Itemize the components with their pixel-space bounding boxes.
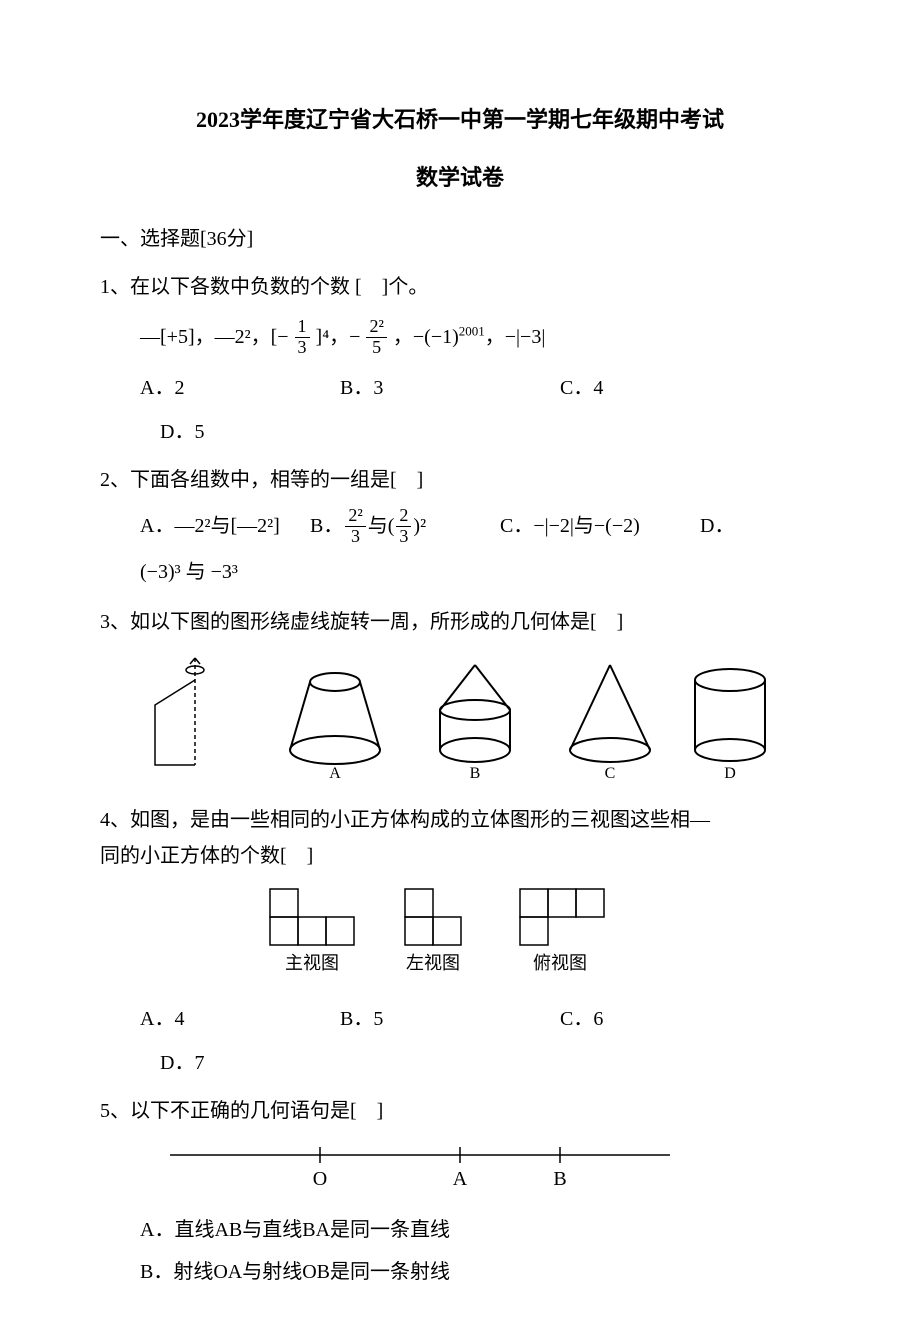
question-1: 1、在以下各数中负数的个数 [ ]个。 —[+5]，—2²，[− 13 ]⁴，−… xyxy=(100,269,820,450)
section-1-heading: 一、选择题[36分] xyxy=(100,221,820,257)
svg-text:B: B xyxy=(470,765,481,780)
svg-text:A: A xyxy=(329,765,341,780)
q3-figure: A B C D xyxy=(100,650,820,792)
q1-opt-b: B．3 xyxy=(340,370,560,406)
q1-opt-a: A．2 xyxy=(140,370,340,406)
q2-opt-c: C．−|−2|与−(−2) xyxy=(500,508,700,544)
q4-opt-c: C．6 xyxy=(560,1001,760,1037)
q4-views: 主视图 左视图 俯视图 xyxy=(100,884,820,991)
q5-numberline: O A B xyxy=(100,1137,820,1204)
q1-stem: 1、在以下各数中负数的个数 [ ]个。 xyxy=(100,269,820,305)
svg-text:俯视图: 俯视图 xyxy=(533,953,587,973)
q2-opt-b: B． 2²3 与 (23)² xyxy=(310,506,500,547)
svg-text:B: B xyxy=(553,1168,566,1190)
svg-text:左视图: 左视图 xyxy=(406,953,460,973)
svg-text:A: A xyxy=(453,1168,468,1190)
q4-options: A．4 B．5 C．6 xyxy=(100,1001,820,1037)
q1-expressions: —[+5]，—2²，[− 13 ]⁴，− 2²5 ，−(−1)2001，−|−3… xyxy=(100,317,820,358)
q5-opt-a: A．直线AB与直线BA是同一条直线 xyxy=(100,1212,820,1248)
svg-text:C: C xyxy=(605,765,616,780)
question-4: 4、如图，是由一些相同的小正方体构成的立体图形的三视图这些相— 同的小正方体的个… xyxy=(100,802,820,1081)
q4-opt-a: A．4 xyxy=(140,1001,340,1037)
question-5: 5、以下不正确的几何语句是[ ] O A B A．直线AB与直线BA是同一条直线… xyxy=(100,1093,820,1290)
q4-stem-line2: 同的小正方体的个数[ ] xyxy=(100,838,820,874)
q4-opt-d: D．7 xyxy=(100,1045,820,1081)
q2-opt-d-label: D． xyxy=(700,508,760,544)
page-title-sub: 数学试卷 xyxy=(100,158,820,198)
q2-stem: 2、下面各组数中，相等的一组是[ ] xyxy=(100,462,820,498)
svg-text:主视图: 主视图 xyxy=(285,953,339,973)
q2-opt-a: A．—2²与[—2²] xyxy=(140,508,310,544)
q1-opt-d: D．5 xyxy=(100,414,820,450)
q4-stem-line1: 4、如图，是由一些相同的小正方体构成的立体图形的三视图这些相— xyxy=(100,802,820,838)
q1-opt-c: C．4 xyxy=(560,370,760,406)
q1-options: A．2 B．3 C．4 xyxy=(100,370,820,406)
question-2: 2、下面各组数中，相等的一组是[ ] A．—2²与[—2²] B． 2²3 与 … xyxy=(100,462,820,591)
q5-opt-b: B．射线OA与射线OB是同一条射线 xyxy=(100,1254,820,1290)
page-title-main: 2023学年度辽宁省大石桥一中第一学期七年级期中考试 xyxy=(100,100,820,140)
svg-text:O: O xyxy=(313,1168,327,1190)
q2-options: A．—2²与[—2²] B． 2²3 与 (23)² C．−|−2|与−(−2)… xyxy=(100,506,820,547)
q5-stem: 5、以下不正确的几何语句是[ ] xyxy=(100,1093,820,1129)
q4-opt-b: B．5 xyxy=(340,1001,560,1037)
svg-text:D: D xyxy=(724,765,736,780)
q2-opt-d-expr: (−3)³ 与 −3³ xyxy=(100,554,820,590)
question-3: 3、如以下图的图形绕虚线旋转一周，所形成的几何体是[ ] A xyxy=(100,604,820,792)
q3-stem: 3、如以下图的图形绕虚线旋转一周，所形成的几何体是[ ] xyxy=(100,604,820,640)
